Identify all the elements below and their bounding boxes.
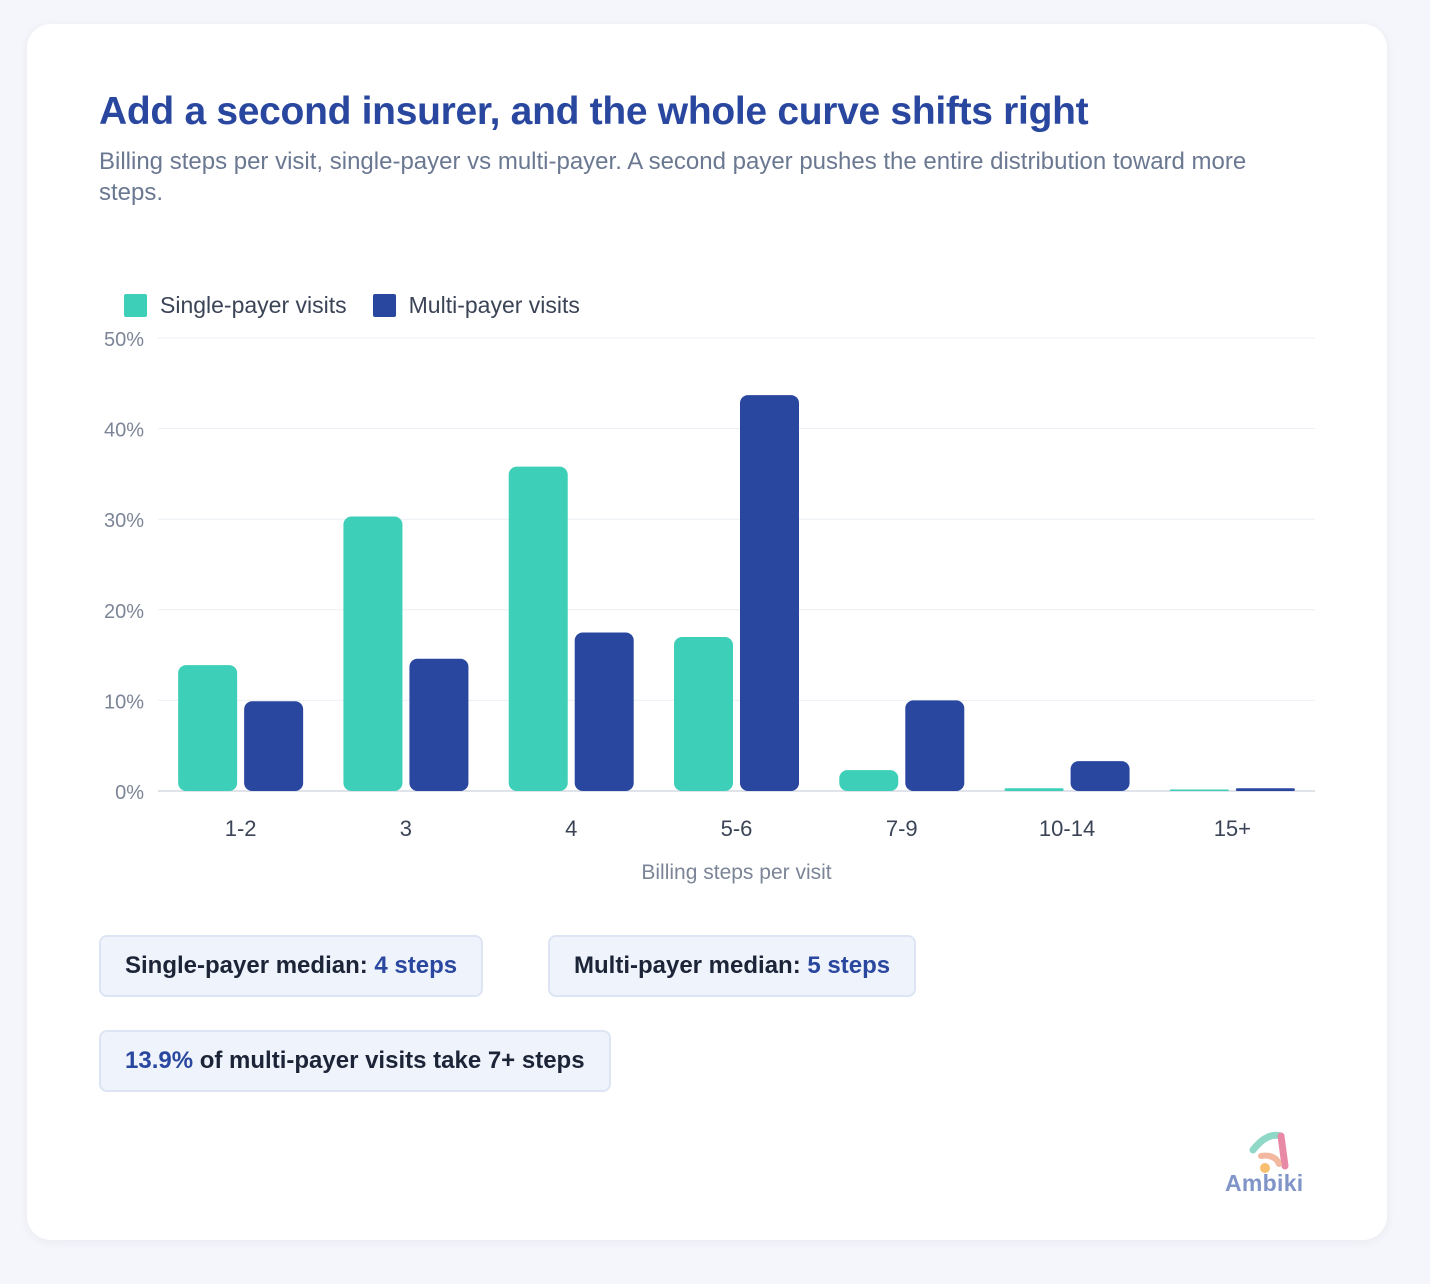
bar-multi [740,395,799,791]
single-median-label: Single-payer median: [125,952,368,979]
bar-single [343,516,403,791]
bar-single [839,770,899,791]
bar-multi [905,700,965,791]
single-median-stat: Single-payer median: 4 steps [99,935,484,997]
legend-label-multi: Multi-payer visits [408,292,580,318]
single-median-value: 4 steps [374,952,458,979]
bar-chart: 0% 10% 20% 30% 40% 50% 1-2 3 4 5-6 7-9 10-14 15+ Bill… [104,329,1315,884]
bar-single [674,636,733,791]
bar-multi [1235,788,1295,791]
x-tick-label: 5-6 [721,816,753,841]
legend-item-single: Single-payer visits [124,292,347,319]
bar-multi [244,701,304,791]
y-tick-label: 0% [115,782,144,804]
x-tick-label: 15+ [1214,816,1251,841]
legend-item-multi: Multi-payer visits [372,292,580,319]
ambiki-logo-icon [1249,1131,1289,1173]
chart-legend: Single-payer visits Multi-payer visits [124,292,606,319]
legend-swatch-single [124,294,147,317]
tail-value: 13.9% [125,1047,194,1074]
x-tick-label: 4 [565,816,577,841]
brand-name: Ambiki [1225,1170,1304,1196]
bar-single [178,665,238,791]
bar-multi [574,632,634,791]
page-title: Add a second insurer, and the whole curv… [99,90,1089,133]
x-tick-label: 3 [400,816,412,841]
multi-median-stat: Multi-payer median: 5 steps [548,935,917,997]
tail-stat: 13.9% of multi-payer visits take 7+ step… [99,1030,611,1092]
tail-label: of multi-payer visits take 7+ steps [199,1047,585,1074]
x-tick-label: 1-2 [225,816,257,841]
multi-median-label: Multi-payer median: [574,952,801,979]
y-tick-label: 30% [104,510,144,532]
y-tick-label: 40% [104,420,144,442]
bar-single [1169,789,1229,791]
x-tick-label: 7-9 [886,816,918,841]
y-tick-label: 20% [104,601,144,623]
page-subtitle: Billing steps per visit, single-payer vs… [99,148,1247,206]
bar-multi [409,658,469,791]
legend-label-single: Single-payer visits [160,292,347,318]
multi-median-value: 5 steps [807,952,891,979]
bar-single [508,466,568,791]
x-axis-label: Billing steps per visit [641,861,831,884]
x-tick-label: 10-14 [1039,816,1095,841]
chart-card: Add a second insurer, and the whole curv… [27,24,1387,1240]
y-tick-label: 50% [104,329,144,351]
bar-multi [1070,761,1130,791]
legend-swatch-multi [372,294,396,317]
bar-single [1004,788,1064,791]
y-tick-label: 10% [104,691,144,713]
